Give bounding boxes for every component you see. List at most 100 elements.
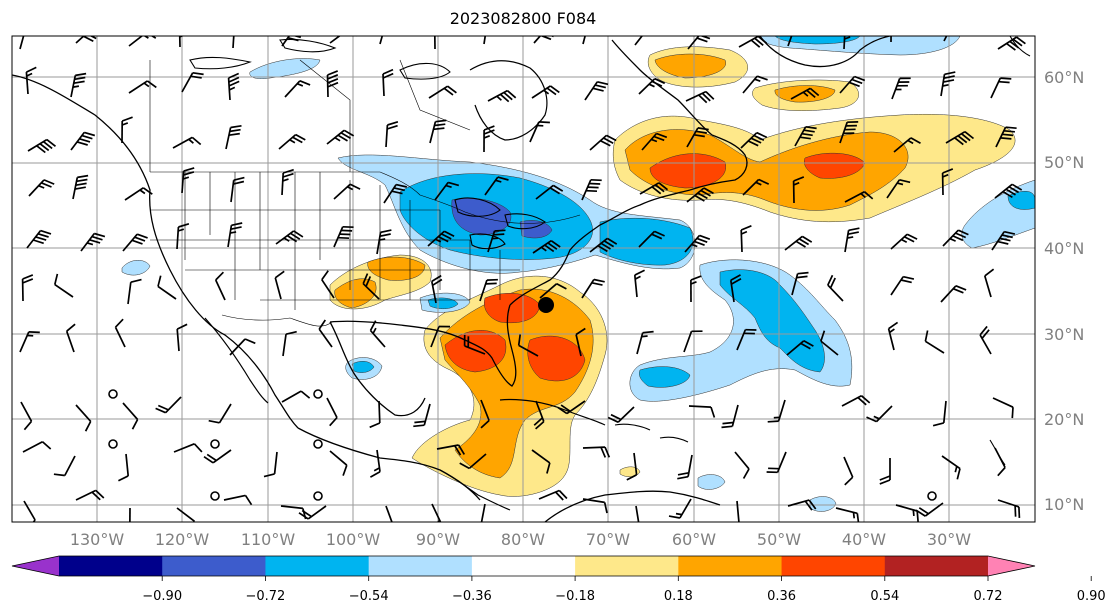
colorbar-cell — [678, 556, 783, 576]
wind-barb — [227, 72, 240, 101]
wind-barb — [942, 229, 969, 247]
wind-barb — [326, 129, 355, 145]
wind-barb — [784, 235, 813, 251]
wind-barb — [157, 275, 177, 300]
wind-barb — [827, 274, 844, 302]
positive-anomaly-newfoundland-strong — [649, 153, 727, 189]
wind-barb — [487, 89, 517, 103]
wind-barb — [990, 77, 1012, 99]
wind-barb — [686, 127, 709, 148]
wind-barb — [994, 447, 1006, 477]
wind-barb — [688, 405, 716, 418]
positive-anomaly-newfoundland-mod — [624, 129, 909, 211]
lon-label: 40°W — [842, 530, 886, 549]
negative-anomaly-hudson — [249, 58, 321, 79]
wind-barb — [321, 270, 335, 299]
wind-barb — [429, 119, 447, 144]
wind-barb — [843, 36, 851, 50]
wind-barb — [203, 449, 232, 464]
wind-barb — [995, 126, 1017, 148]
colorbar-cell — [162, 556, 266, 576]
wind-barb — [991, 230, 1016, 251]
negative-anomaly-atlantic — [629, 259, 853, 402]
wind-barb — [582, 446, 611, 458]
wind-barb — [19, 331, 40, 353]
wind-barb — [844, 227, 860, 253]
negative-anomaly-caribbean2 — [809, 496, 837, 512]
wind-barb — [589, 134, 617, 151]
wind-barb — [430, 325, 451, 348]
colorbar: −0.90 −0.72 −0.54 −0.36 −0.18 0.18 0.36 0.54 0.7… — [11, 555, 1105, 604]
wind-barb — [890, 36, 892, 43]
wind-barb — [329, 450, 348, 476]
wind-barb — [227, 222, 243, 248]
calm-marker — [210, 439, 220, 449]
wind-barb — [945, 130, 975, 146]
negative-anomaly-greatlakes-atlantic — [599, 217, 694, 266]
positive-anomaly-southeast-strong — [444, 330, 507, 373]
wind-barb — [684, 234, 711, 253]
colorbar-cell — [884, 556, 989, 576]
wind-barb — [75, 36, 99, 44]
wind-barb — [943, 36, 948, 42]
wind-barb — [941, 168, 954, 196]
lon-label: 70°W — [586, 530, 630, 549]
wind-barb — [369, 400, 381, 429]
wind-barb — [121, 116, 133, 144]
wind-barb — [459, 453, 487, 470]
wind-barb — [582, 498, 608, 514]
negative-anomaly-greatlakes-strong2 — [519, 220, 553, 239]
wind-barb — [992, 397, 1014, 419]
wind-barb — [178, 36, 185, 48]
wind-barb — [362, 273, 380, 300]
wind-barb — [80, 232, 106, 252]
wind-barb — [517, 334, 539, 357]
wind-barb — [28, 179, 55, 197]
colorbar-tick-label: −0.54 — [349, 589, 389, 604]
wind-barb — [787, 36, 793, 47]
negative-anomaly-atlantic-mod2 — [639, 366, 691, 388]
wind-barb — [734, 451, 750, 479]
wind-barb — [607, 406, 635, 423]
wind-barb — [333, 183, 361, 200]
lon-label: 130°W — [70, 530, 125, 549]
wind-barb — [557, 400, 586, 415]
wind-barb — [893, 137, 921, 153]
wind-barb — [787, 499, 817, 511]
wind-barb — [26, 229, 52, 249]
wind-barb — [333, 225, 354, 248]
wind-barb — [890, 275, 915, 296]
wind-barb — [430, 274, 443, 304]
positive-anomaly-labrador-mod — [654, 53, 726, 79]
map-title: 2023082800 F084 — [449, 9, 597, 28]
wind-barb — [589, 237, 618, 253]
colorbar-tick-label: 0.54 — [870, 589, 899, 604]
wind-barb — [794, 125, 817, 147]
wind-barb — [736, 328, 757, 351]
calm-marker — [108, 389, 118, 399]
wind-barb — [385, 120, 399, 148]
wind-barb — [924, 330, 945, 354]
colorbar-tick-label: −0.90 — [142, 589, 182, 604]
wind-barb — [539, 282, 567, 299]
lon-label: 50°W — [757, 530, 801, 549]
wind-barb — [641, 132, 668, 151]
wind-barb — [278, 133, 306, 150]
wind-barb — [685, 90, 715, 104]
wind-barb — [721, 404, 739, 429]
wind-barb — [436, 444, 466, 456]
wind-barb — [127, 278, 142, 305]
wind-barb — [75, 404, 92, 432]
wind-barb — [742, 178, 770, 196]
positive-anomaly-caribbean — [619, 466, 641, 477]
colorbar-cell — [575, 556, 679, 576]
wind-barb — [385, 505, 393, 522]
lon-label: 30°W — [927, 530, 971, 549]
wind-barb — [766, 451, 787, 474]
lat-label: 10°N — [1044, 495, 1084, 514]
wind-barb — [208, 403, 232, 424]
graticule — [12, 36, 1035, 522]
wind-barb — [932, 400, 947, 427]
wind-barb — [326, 70, 339, 98]
wind-barb — [369, 320, 386, 348]
